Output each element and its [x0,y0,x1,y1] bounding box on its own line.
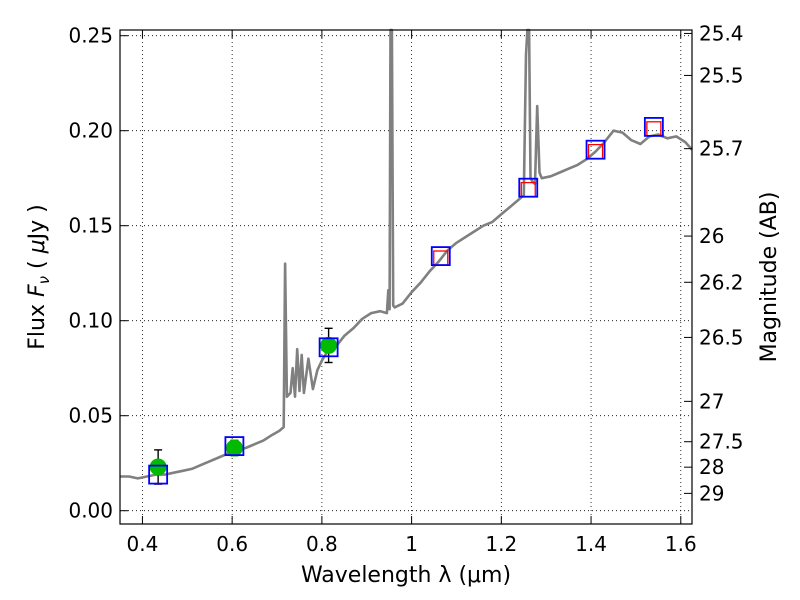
model-photometry-point [148,464,169,485]
y-tick-label: 0.25 [68,24,113,48]
x-tick-label: 0.4 [127,532,159,556]
observed-point [225,439,243,457]
model-photometry-point [643,117,664,137]
marker-layer [148,117,664,485]
x-tick-label: 1 [405,532,418,556]
y2-tick-label: 26.2 [699,270,744,294]
y2-tick-label: 25.7 [699,137,744,161]
model-photometry-point [585,139,606,160]
model-photometry-point [430,246,451,267]
x-tick-label: 1.2 [485,532,517,556]
y2-tick-label: 27.5 [699,430,744,454]
y2-tick-label: 25.5 [699,63,744,87]
plot-background [120,30,692,524]
x-tick-label: 1.6 [665,532,697,556]
y-tick-label: 0.05 [68,404,113,428]
y-axis-label-part: μ [25,239,50,254]
y2-tick-label: 25.4 [699,21,744,45]
y2-tick-label: 28 [699,455,724,479]
grid [120,30,692,524]
x-tick-label: 0.8 [306,532,338,556]
y-tick-label: 0.15 [68,214,113,238]
model-photometry-point [518,177,539,198]
x-tick-label: 1.4 [575,532,607,556]
y-axis-label-part: ν [35,276,53,284]
y2-tick-label: 29 [699,481,724,505]
model-photometry-point [224,436,245,457]
observed-point [149,458,167,476]
y-axis-label-part: F [25,284,50,297]
tick-layer: 0.4 0.6 0.8 1 1.2 1.4 1.6 0.00 0.05 0.10 0.15 0.20 0… [68,21,743,556]
plot-frame [119,29,693,525]
y-tick-label: 0.00 [68,499,113,523]
y-axis-label-part: ( [25,253,50,276]
y-tick-label: 0.10 [68,309,113,333]
y-axis-label-part: Jy ) [25,204,50,241]
y-axis-label: Flux Fν ( μJy ) [25,204,53,349]
x-axis-label: Wavelength λ (μm) [301,563,511,588]
y2-axis-label: Magnitude (AB) [757,192,782,363]
y-tick-label: 0.20 [68,119,113,143]
y2-tick-label: 26.5 [699,325,744,349]
x-tick-label: 0.6 [216,532,248,556]
y-axis-label-part: Flux [25,297,50,350]
model-photometry-point [318,337,339,358]
y2-tick-label: 26 [699,224,724,248]
y2-tick-label: 27 [699,389,724,413]
observed-point [320,336,338,354]
